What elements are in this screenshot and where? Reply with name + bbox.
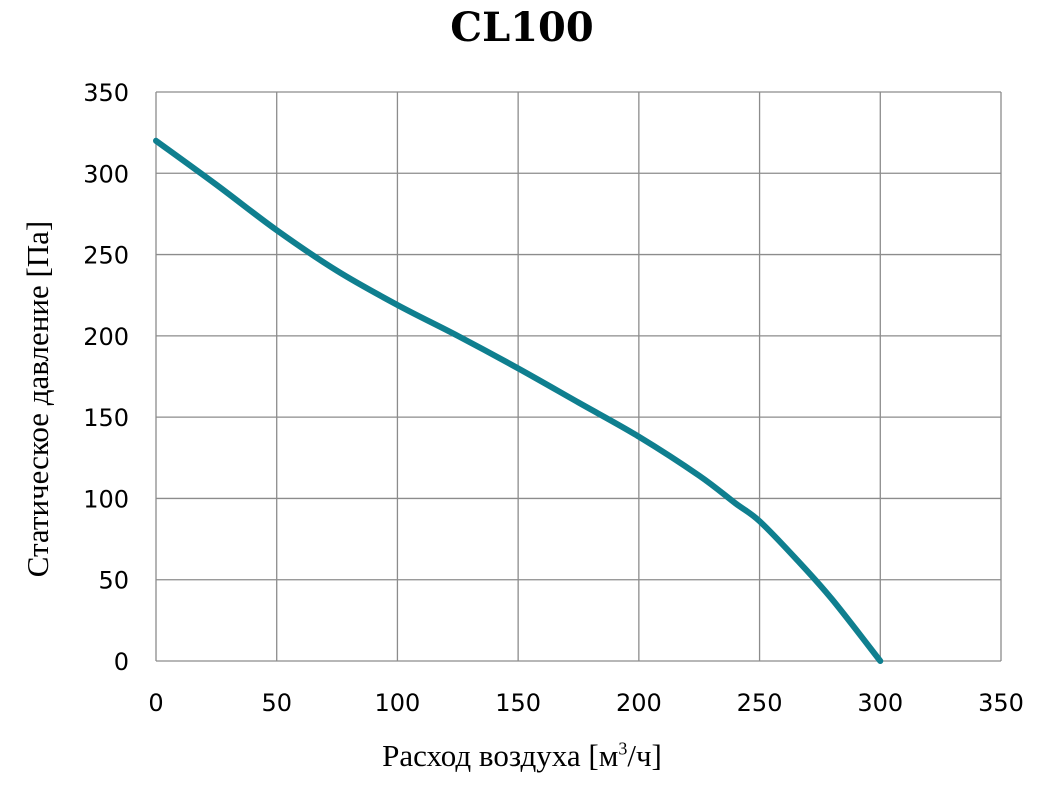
y-tick-label: 250 [83,242,129,270]
x-axis-label: Расход воздуха [м3/ч] [0,738,1044,774]
x-tick-label: 250 [737,689,783,717]
x-axis-ticks: 0 50 100 150 200 250 300 350 [148,689,1024,717]
x-axis-label-prefix: Расход воздуха [м [382,738,619,773]
chart-title: CL100 [450,4,594,51]
y-tick-label: 150 [83,404,129,432]
x-axis-label-superscript: 3 [618,738,628,759]
series-layer [153,137,884,664]
y-tick-label: 300 [83,160,129,188]
y-axis-ticks: 0 50 100 150 200 250 300 350 [83,79,129,676]
x-tick-label: 350 [978,689,1024,717]
x-tick-label: 200 [616,689,662,717]
y-axis-label: Статическое давление [Па] [20,220,55,578]
y-tick-label: 100 [83,485,129,513]
y-tick-label: 350 [83,79,129,107]
y-tick-label: 50 [98,567,129,595]
series-line [153,137,884,664]
y-tick-label: 200 [83,323,129,351]
x-tick-label: 300 [857,689,903,717]
x-tick-label: 100 [375,689,421,717]
x-tick-label: 150 [495,689,541,717]
x-axis-label-suffix: /ч] [627,738,662,773]
x-tick-label: 50 [261,689,292,717]
x-tick-label: 0 [148,689,163,717]
grid [155,91,1002,662]
y-tick-label: 0 [114,648,129,676]
